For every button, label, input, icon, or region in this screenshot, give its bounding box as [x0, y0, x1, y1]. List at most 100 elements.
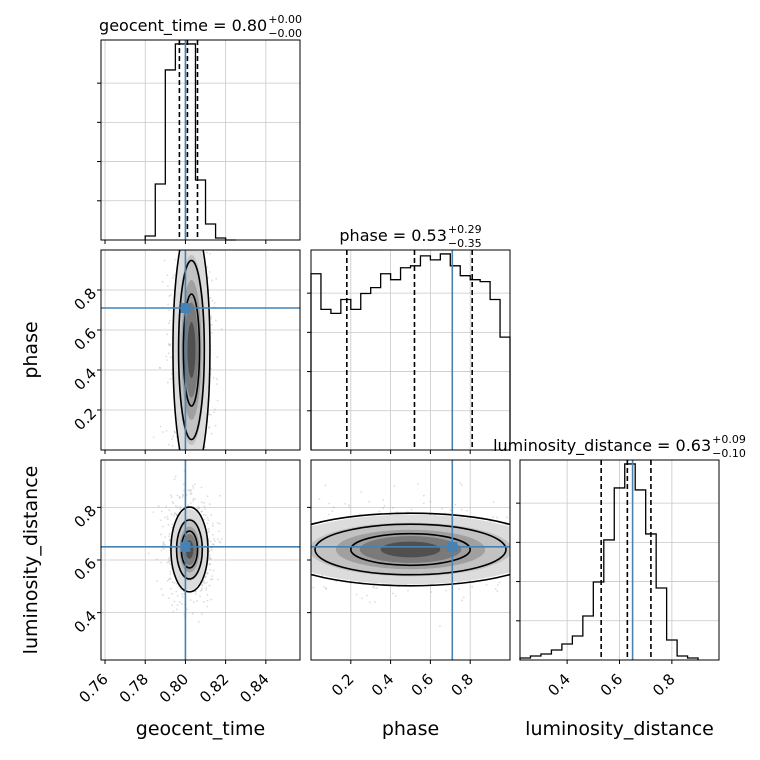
sample-point: [168, 343, 171, 346]
sample-point: [526, 570, 528, 572]
sample-point: [194, 218, 196, 220]
title-minus: −0.35: [448, 237, 482, 250]
hist-title-phase: phase = 0.53 +0.29−0.35: [339, 223, 481, 250]
sample-point: [197, 497, 199, 499]
sample-point: [200, 510, 203, 513]
sample-point: [559, 538, 561, 540]
sample-point: [183, 593, 186, 595]
sample-point: [551, 573, 553, 575]
sample-point: [194, 203, 196, 205]
sample-point: [198, 214, 200, 216]
sample-point: [214, 581, 216, 583]
axes-frame: [100, 39, 301, 241]
sample-point: [449, 509, 452, 512]
sample-point: [539, 555, 541, 557]
sample-point: [208, 426, 210, 429]
sample-point: [460, 483, 463, 486]
density-level: [380, 541, 441, 558]
sample-point: [207, 537, 210, 540]
sample-point: [288, 555, 290, 557]
sample-point: [172, 224, 174, 226]
sample-point: [174, 504, 177, 507]
sample-point: [169, 577, 172, 580]
sample-point: [160, 549, 163, 552]
sample-point: [290, 539, 292, 541]
sample-point: [168, 509, 171, 512]
sample-point: [287, 572, 289, 574]
sample-point: [163, 548, 165, 550]
sample-point: [202, 513, 205, 516]
x-tick-label: 0.6: [408, 670, 438, 700]
sample-point: [251, 589, 253, 591]
truth-marker: [447, 541, 458, 552]
sample-point: [279, 570, 281, 572]
sample-point: [611, 564, 613, 566]
panel-geocent_time-vs-luminosity_distance: 0.4 0.6 0.8: [70, 459, 301, 664]
sample-point: [167, 558, 170, 561]
sample-point: [539, 509, 541, 511]
sample-point: [161, 594, 164, 596]
sample-point: [176, 494, 179, 497]
sample-point: [173, 430, 176, 433]
sample-point: [515, 562, 517, 564]
sample-point: [293, 520, 295, 522]
sample-point: [200, 486, 203, 489]
sample-point: [325, 587, 327, 590]
sample-point: [190, 475, 192, 477]
sample-point: [516, 546, 518, 548]
sample-point: [173, 478, 176, 481]
sample-point: [212, 376, 215, 379]
sample-point: [172, 435, 175, 438]
sample-point: [198, 212, 200, 214]
sample-point: [410, 508, 413, 511]
sample-point: [172, 502, 175, 505]
sample-point: [179, 507, 182, 510]
sample-point: [200, 211, 202, 213]
sample-point: [205, 589, 207, 592]
sample-point: [160, 561, 162, 564]
sample-point: [196, 474, 198, 476]
sample-point: [181, 243, 183, 245]
sample-point: [496, 516, 498, 519]
sample-point: [192, 242, 194, 244]
sample-point: [168, 557, 170, 559]
sample-point: [551, 549, 553, 551]
sample-point: [167, 352, 170, 354]
sample-point: [209, 413, 212, 416]
sample-point: [181, 467, 183, 469]
sample-point: [534, 534, 536, 536]
sample-point: [550, 512, 552, 514]
sample-point: [208, 413, 210, 416]
sample-point: [290, 576, 292, 578]
sample-point: [514, 560, 516, 562]
sample-point: [605, 523, 607, 525]
sample-point: [208, 457, 210, 459]
sample-point: [158, 366, 161, 369]
sample-point: [523, 575, 525, 577]
sample-point: [203, 232, 205, 234]
y-tick-label: 0.6: [70, 554, 100, 584]
sample-point: [206, 453, 208, 455]
sample-point: [173, 515, 175, 517]
sample-point: [522, 551, 524, 553]
sample-point: [174, 258, 177, 261]
sample-point: [210, 549, 213, 552]
sample-point: [545, 576, 547, 578]
sample-point: [258, 529, 260, 531]
sample-point: [199, 595, 202, 598]
sample-point: [194, 592, 197, 595]
sample-point: [258, 565, 260, 567]
sample-point: [300, 541, 302, 543]
sample-point: [277, 571, 279, 573]
sample-point: [325, 587, 328, 590]
sample-point: [216, 378, 218, 381]
sample-point: [318, 498, 321, 500]
sample-point: [213, 301, 216, 304]
sample-point: [302, 573, 304, 575]
sample-point: [178, 601, 181, 604]
sample-point: [189, 464, 191, 466]
sample-point: [211, 524, 214, 527]
sample-point: [208, 584, 211, 587]
sample-point: [417, 483, 419, 485]
sample-point: [171, 438, 173, 440]
